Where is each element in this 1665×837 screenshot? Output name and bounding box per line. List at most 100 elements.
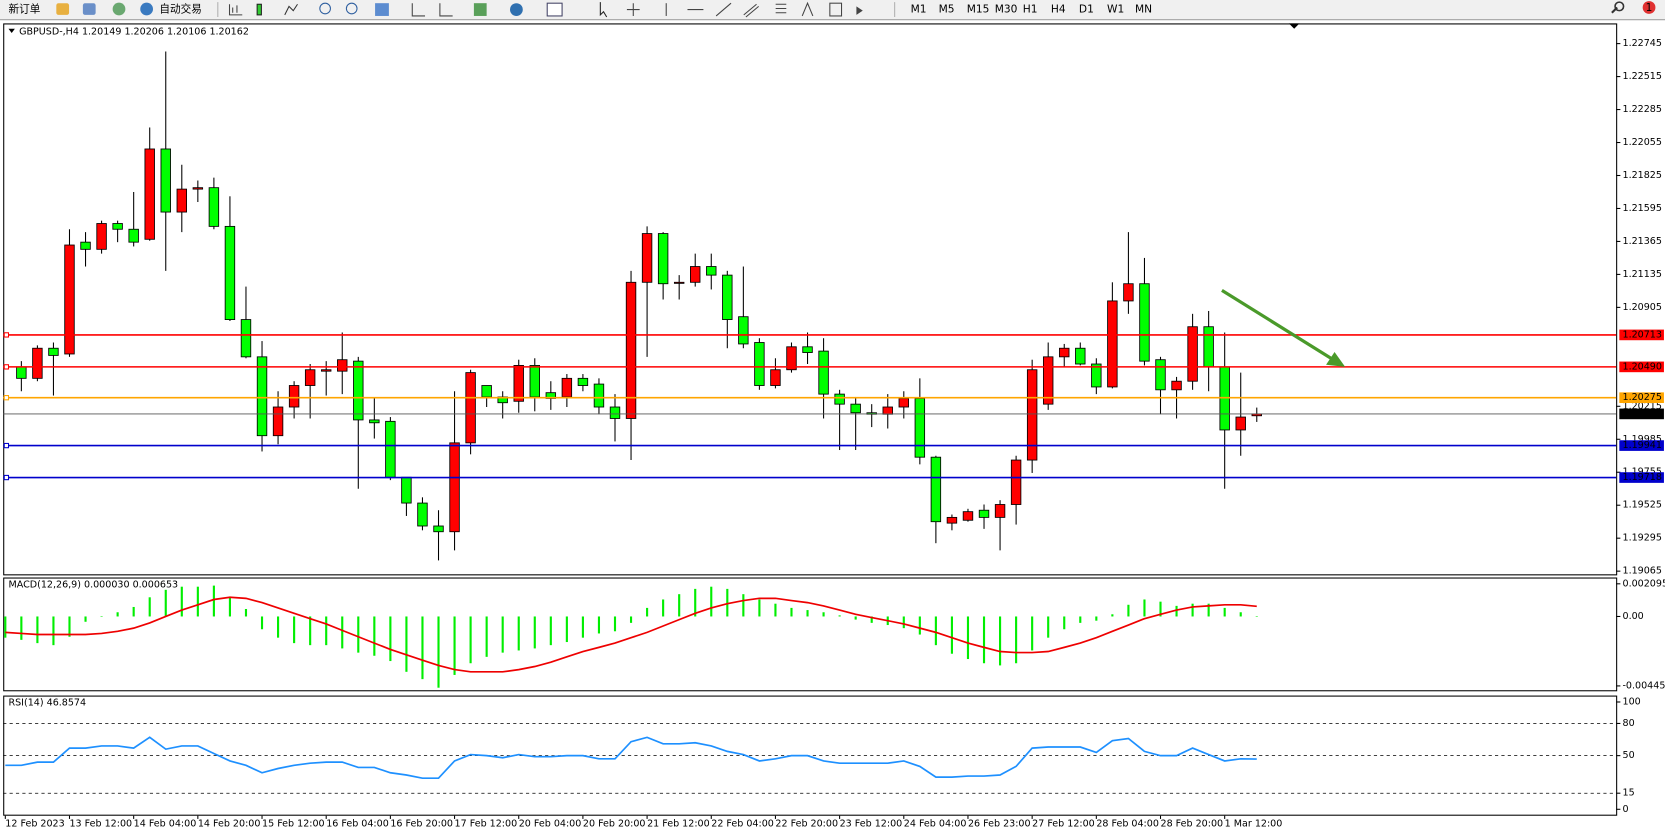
- toolbar-button[interactable]: 新订单: [9, 3, 41, 16]
- macd-bar: [613, 616, 617, 632]
- candle-body: [385, 420, 396, 478]
- candle-body: [176, 188, 188, 213]
- macd-bar: [1063, 616, 1066, 630]
- icon[interactable]: [439, 3, 453, 17]
- x-tick-label: 16 Feb 20:00: [390, 819, 453, 830]
- icon[interactable]: [228, 4, 243, 16]
- search-icon[interactable]: [1614, 1, 1625, 12]
- macd-bar: [533, 616, 536, 649]
- chart-title: GBPUSD-,H4 1.20149 1.20206 1.20106 1.201…: [19, 26, 249, 37]
- macd-bar: [629, 616, 633, 623]
- price-label: 1.20490: [1622, 361, 1661, 372]
- candle-body: [529, 365, 540, 398]
- macd-bar: [341, 616, 344, 649]
- macd-bar: [1175, 605, 1178, 617]
- timeframe-button[interactable]: M15: [967, 3, 990, 16]
- icon[interactable]: [140, 2, 154, 16]
- x-tick-label: 16 Feb 04:00: [326, 819, 389, 830]
- candle-body: [850, 403, 861, 414]
- macd-bar: [1207, 603, 1210, 617]
- icon[interactable]: [319, 2, 331, 15]
- candle-body: [802, 346, 813, 353]
- icon[interactable]: [375, 3, 389, 16]
- icon[interactable]: [829, 2, 843, 17]
- macd-bar: [822, 612, 825, 617]
- macd-bar: [1127, 604, 1130, 617]
- symbol-marker: [8, 28, 15, 33]
- main-panel: [3, 23, 1618, 576]
- y-tick-label: 1.21135: [1622, 269, 1661, 280]
- x-tick-label: 20 Feb 20:00: [583, 819, 646, 830]
- candle-body: [834, 393, 845, 405]
- candle-body: [818, 350, 829, 395]
- candle-body: [898, 397, 910, 408]
- x-tick-label: 14 Feb 04:00: [134, 819, 197, 830]
- macd-bar: [1223, 607, 1226, 617]
- macd-panel: [3, 577, 1618, 692]
- timeframe-button[interactable]: M5: [939, 3, 955, 16]
- candle-body: [914, 397, 926, 458]
- macd-bar: [309, 616, 312, 646]
- icon[interactable]: [411, 3, 426, 17]
- x-tick-label: 12 Feb 2023: [5, 819, 64, 830]
- macd-bar: [244, 608, 248, 617]
- icon[interactable]: [256, 3, 262, 16]
- timeframe-button[interactable]: H1: [1023, 3, 1038, 16]
- macd-bar: [678, 594, 681, 617]
- icon[interactable]: [775, 3, 787, 14]
- macd-bar: [790, 607, 793, 617]
- candle-body: [433, 525, 444, 533]
- macd-bar: [325, 616, 328, 646]
- toolbar-button[interactable]: 自动交易: [159, 3, 201, 16]
- timeframe-button[interactable]: MN: [1135, 3, 1152, 16]
- icon[interactable]: [599, 2, 608, 18]
- icon[interactable]: [284, 3, 298, 16]
- search-icon[interactable]: [1611, 6, 1618, 14]
- timeframe-button[interactable]: D1: [1079, 3, 1094, 16]
- candle-body: [112, 223, 123, 230]
- icon[interactable]: [56, 3, 70, 15]
- timeframe-button[interactable]: W1: [1107, 3, 1124, 16]
- icon[interactable]: [473, 3, 487, 16]
- candle-body: [208, 187, 220, 227]
- candle-body: [192, 187, 204, 190]
- icon[interactable]: [546, 2, 563, 17]
- candle-body: [930, 456, 942, 523]
- y-tick-label: 1.19525: [1622, 500, 1661, 511]
- timeframe-button[interactable]: H4: [1051, 3, 1066, 16]
- y-tick-label: 1.19065: [1622, 566, 1661, 577]
- macd-bar: [950, 616, 953, 654]
- candle-body: [994, 504, 1006, 518]
- line-handle: [3, 395, 10, 401]
- icon[interactable]: [82, 3, 96, 15]
- x-tick-label: 21 Feb 12:00: [647, 819, 710, 830]
- y-tick-label: 1.21595: [1622, 203, 1661, 214]
- icon[interactable]: [112, 2, 126, 16]
- candle-body: [288, 385, 300, 408]
- timeframe-button[interactable]: M1: [911, 3, 927, 16]
- macd-bar: [4, 616, 7, 638]
- price-label-bg: [1619, 472, 1664, 483]
- macd-bar: [228, 597, 231, 617]
- candle-body: [80, 241, 91, 250]
- icon[interactable]: [626, 3, 640, 16]
- icon[interactable]: [715, 2, 732, 17]
- icon[interactable]: [856, 6, 863, 15]
- candle-body: [320, 369, 332, 372]
- candle-body: [48, 347, 59, 356]
- signal-line: [5, 596, 1257, 673]
- icon[interactable]: [510, 3, 523, 16]
- icon[interactable]: [743, 3, 759, 18]
- candle-body: [256, 356, 268, 437]
- icon[interactable]: [801, 1, 814, 17]
- macd-bar: [277, 616, 280, 638]
- timeframe-button[interactable]: M30: [995, 3, 1018, 16]
- candle-body: [1042, 356, 1054, 405]
- badge-bg[interactable]: [1642, 1, 1656, 14]
- candle-body: [1171, 380, 1182, 391]
- icon[interactable]: [345, 2, 358, 15]
- y-tick-label: 1.22285: [1622, 104, 1661, 115]
- macd-bar: [293, 616, 296, 644]
- plot: 12 Feb 2023 13 Feb 12:00 14 Feb 04:00 14 Fe…: [3, 38, 1665, 830]
- macd-bar: [982, 616, 986, 664]
